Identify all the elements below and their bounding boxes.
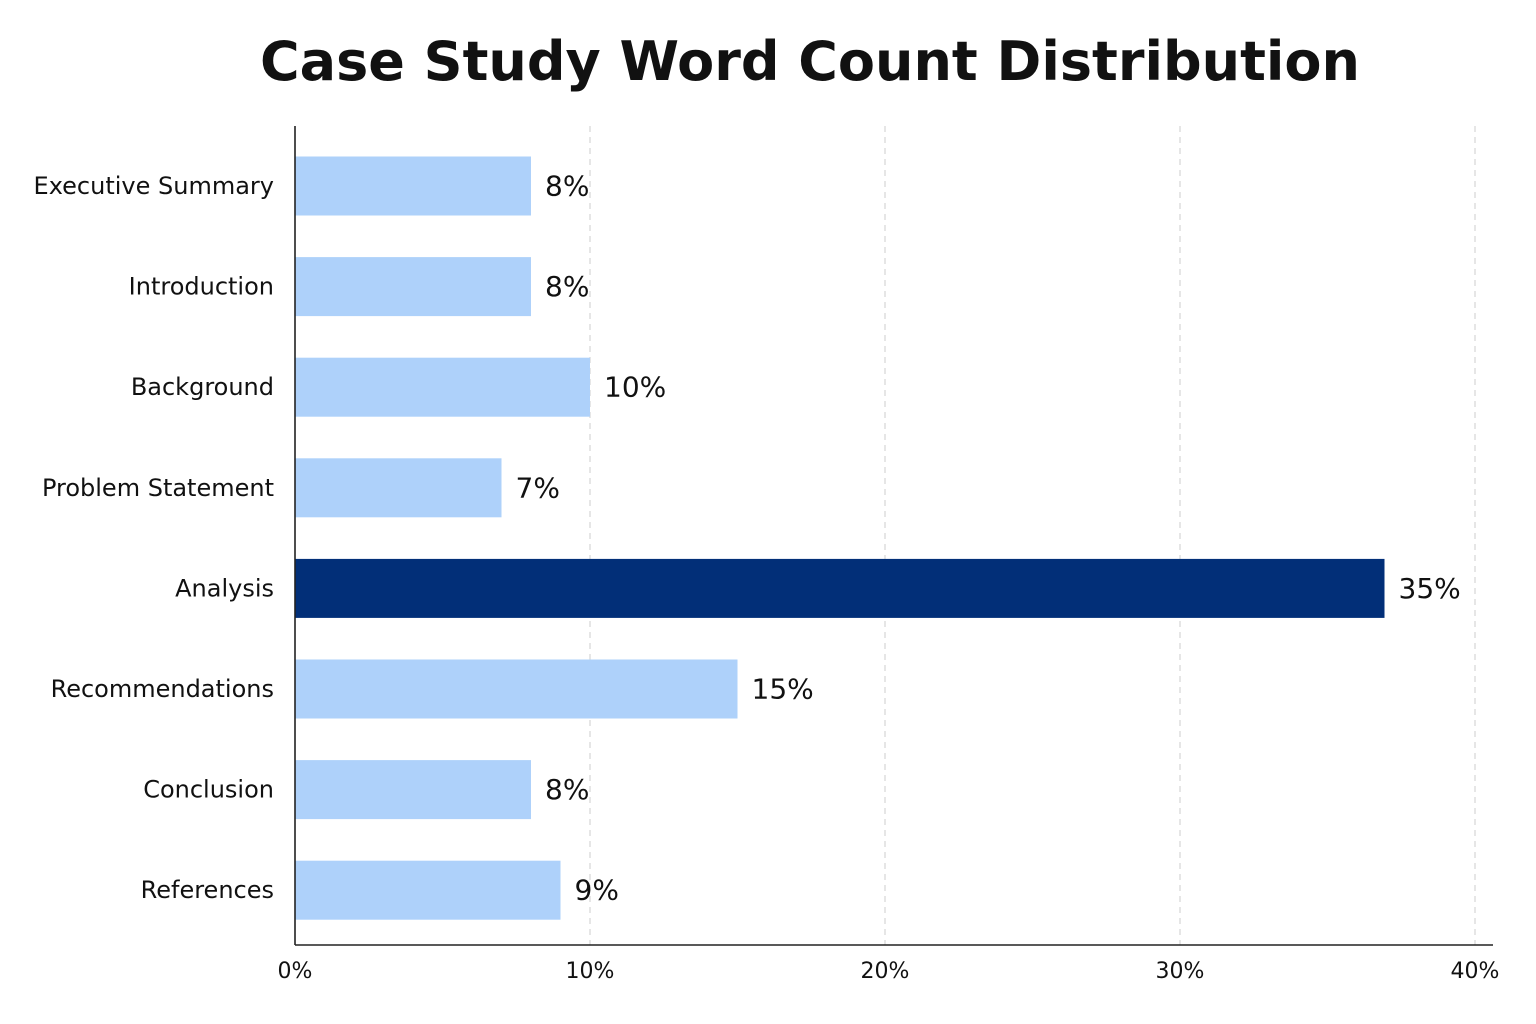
chart-title: Case Study Word Count Distribution bbox=[260, 30, 1360, 93]
value-label: 35% bbox=[1399, 572, 1461, 605]
bar-recommendations bbox=[295, 659, 738, 719]
category-label: Background bbox=[131, 373, 274, 401]
bar-references bbox=[295, 860, 561, 920]
axes bbox=[294, 126, 1493, 946]
category-label: Problem Statement bbox=[42, 474, 274, 502]
value-label: 7% bbox=[516, 471, 560, 504]
value-label: 8% bbox=[545, 773, 589, 806]
category-label: Executive Summary bbox=[34, 172, 274, 200]
category-labels: Executive Summary Introduction Background P… bbox=[34, 172, 274, 904]
bar-executive-summary bbox=[295, 156, 531, 216]
value-label: 15% bbox=[752, 673, 814, 706]
bar-introduction bbox=[295, 257, 531, 317]
category-label: Introduction bbox=[129, 273, 274, 301]
x-tick-label: 40% bbox=[1451, 959, 1500, 984]
value-label: 8% bbox=[545, 270, 589, 303]
bar-analysis bbox=[295, 558, 1385, 618]
bar-problem-statement bbox=[295, 458, 502, 518]
category-label: Conclusion bbox=[143, 776, 274, 804]
bar-conclusion bbox=[295, 760, 531, 820]
grid-lines bbox=[589, 126, 1476, 945]
x-tick-labels: 0% 10% 20% 30% 40% bbox=[278, 959, 1500, 984]
value-label: 9% bbox=[575, 874, 619, 907]
x-tick-label: 30% bbox=[1156, 959, 1205, 984]
bar-background bbox=[295, 357, 590, 417]
x-tick-label: 20% bbox=[861, 959, 910, 984]
bars bbox=[295, 156, 1385, 920]
value-labels: 8% 8% 10% 7% 35% 15% 8% 9% bbox=[516, 170, 1461, 907]
x-tick-label: 0% bbox=[278, 959, 313, 984]
category-label: Analysis bbox=[175, 574, 274, 602]
x-tick-label: 10% bbox=[566, 959, 615, 984]
category-label: References bbox=[141, 876, 274, 904]
category-label: Recommendations bbox=[51, 675, 274, 703]
value-label: 10% bbox=[604, 371, 666, 404]
value-label: 8% bbox=[545, 170, 589, 203]
